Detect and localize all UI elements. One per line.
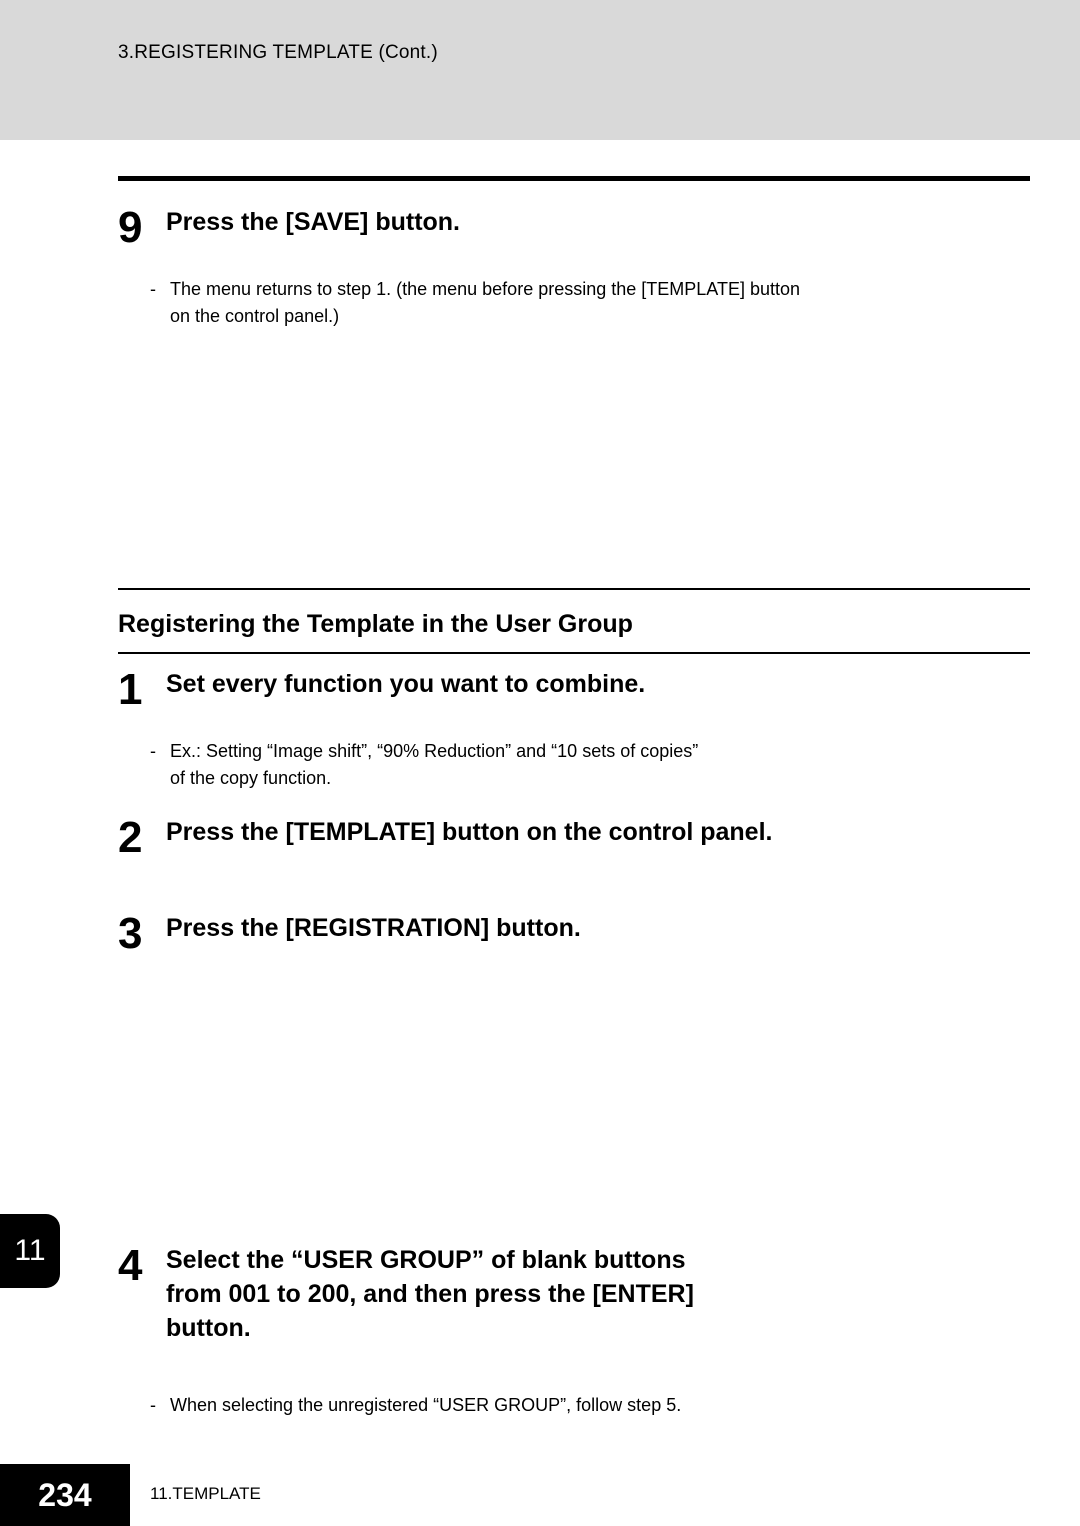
- step-title: Set every function you want to combine.: [166, 668, 786, 702]
- step-4-note: - When selecting the unregistered “USER …: [170, 1392, 820, 1419]
- step-title: Press the [TEMPLATE] button on the contr…: [166, 816, 786, 850]
- step-number: 9: [118, 206, 142, 250]
- note-text: When selecting the unregistered “USER GR…: [170, 1395, 681, 1415]
- chapter-side-tab: 11: [0, 1214, 60, 1288]
- step-number: 1: [118, 668, 142, 712]
- step-title: Press the [SAVE] button.: [166, 206, 786, 240]
- step-title: Select the “USER GROUP” of blank buttons…: [166, 1244, 726, 1345]
- page-number: 234: [0, 1464, 130, 1526]
- rule-thin-section-bottom: [118, 652, 1030, 654]
- dash-icon: -: [150, 276, 156, 303]
- header-breadcrumb: 3.REGISTERING TEMPLATE (Cont.): [118, 42, 438, 64]
- step-title: Press the [REGISTRATION] button.: [166, 912, 786, 946]
- step-number: 3: [118, 912, 142, 956]
- rule-thick-top: [118, 176, 1030, 181]
- step-9-note: - The menu returns to step 1. (the menu …: [170, 276, 820, 330]
- rule-thin-section-top: [118, 588, 1030, 590]
- footer-chapter: 11.TEMPLATE: [150, 1484, 261, 1504]
- dash-icon: -: [150, 1392, 156, 1419]
- section-heading: Registering the Template in the User Gro…: [118, 610, 633, 639]
- note-text: The menu returns to step 1. (the menu be…: [170, 279, 800, 326]
- header-band: [0, 0, 1080, 140]
- manual-page: 3.REGISTERING TEMPLATE (Cont.) 9 Press t…: [0, 0, 1080, 1526]
- step-number: 2: [118, 816, 142, 860]
- step-number: 4: [118, 1244, 142, 1288]
- dash-icon: -: [150, 738, 156, 765]
- step-1-note: - Ex.: Setting “Image shift”, “90% Reduc…: [170, 738, 710, 792]
- note-text: Ex.: Setting “Image shift”, “90% Reducti…: [170, 741, 698, 788]
